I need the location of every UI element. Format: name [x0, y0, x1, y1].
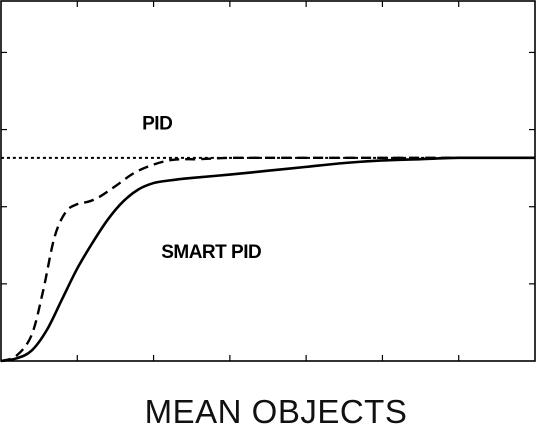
series-line-pid	[0, 156, 535, 363]
tick-marks	[1, 1, 535, 361]
series-layer	[0, 156, 535, 363]
annotation-pid: PID	[142, 114, 172, 135]
annotation-smart-pid: SMART PID	[161, 242, 261, 263]
plot-frame	[0, 0, 536, 362]
x-axis-label: MEAN OBJECTS	[145, 393, 408, 430]
series-line-smart-pid	[0, 156, 535, 363]
annotation-layer: PID SMART PID	[142, 114, 262, 264]
